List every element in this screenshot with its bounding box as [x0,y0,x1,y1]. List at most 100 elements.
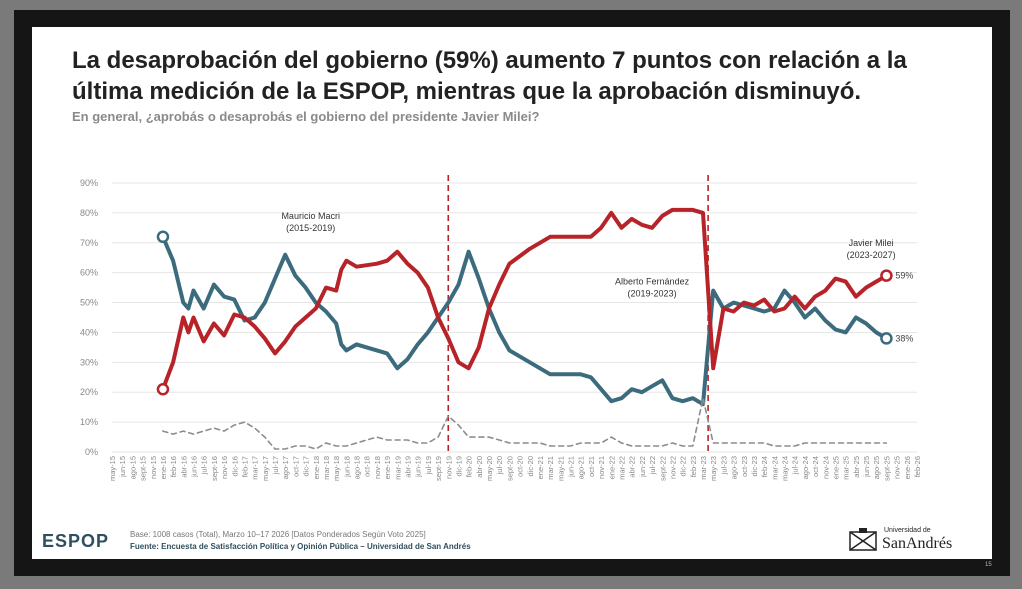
x-tick-label: jul-22 [648,456,657,475]
x-tick-label: dic-20 [526,456,535,476]
x-tick-label: ago-17 [281,456,290,479]
approval-line-chart: 0%10%20%30%40%50%60%70%80%90%may-15 jun-1… [80,175,922,481]
x-tick-label: mar-25 [842,456,851,480]
x-tick-label: mar-19 [393,456,402,480]
source-note: Fuente: Encuesta de Satisfacción Polític… [130,542,471,551]
x-tick-label: oct-17 [291,456,300,477]
x-tick-label: mar-21 [546,456,555,480]
x-tick-label: feb-17 [240,456,249,477]
x-tick-label: feb-20 [465,456,474,477]
x-tick-label: jul-19 [424,456,433,475]
x-tick-label: dic-19 [454,456,463,476]
base-note: Base: 1008 casos (Total), Marzo 10–17 20… [130,530,426,539]
x-tick-label: jun-18 [342,456,351,478]
x-tick-label: may-17 [261,456,270,481]
series-start-marker [156,382,170,396]
x-tick-label: jun-16 [190,456,199,478]
x-tick-label: ago-25 [872,456,881,479]
x-tick-label: mar-22 [617,456,626,480]
x-tick-label: dic-17 [302,456,311,476]
x-tick-label: sept-16 [210,456,219,481]
x-tick-label: jun-15 [118,456,127,478]
y-tick-label: 70% [80,238,98,248]
x-tick-label: jul-24 [791,456,800,475]
x-tick-label: oct-21 [587,456,596,477]
y-tick-label: 30% [80,357,98,367]
x-tick-label: sept-25 [882,456,891,481]
x-tick-label: may-20 [485,456,494,481]
x-tick-label: ago-21 [577,456,586,479]
period-label: Alberto Fernández [615,277,690,287]
x-tick-label: may-21 [556,456,565,481]
series-start-marker [156,230,170,244]
x-tick-label: nov-21 [597,456,606,479]
x-tick-label: sept-20 [505,456,514,481]
x-tick-label: sept-22 [658,456,667,481]
x-tick-label: nov-15 [149,456,158,479]
x-tick-label: nov-16 [220,456,229,479]
crest-icon [849,528,877,551]
x-tick-label: jun-21 [567,456,576,478]
x-tick-label: jul-20 [495,456,504,475]
x-tick-label: oct-23 [740,456,749,477]
x-tick-label: mar-23 [699,456,708,480]
x-tick-label: ene-16 [159,456,168,479]
x-tick-label: oct-18 [363,456,372,477]
x-tick-label: feb-26 [913,456,922,477]
x-tick-label: ene-21 [536,456,545,479]
series-line-desaprobación [160,207,889,392]
x-tick-label: jun-19 [414,456,423,478]
slide-title: La desaprobación del gobierno (59%) aume… [72,47,907,105]
x-tick-label: ene-18 [312,456,321,479]
series-end-label: 59% [895,271,913,281]
x-tick-label: may-24 [781,456,790,481]
x-tick-label: dic-22 [679,456,688,476]
series-line-ns/nc [162,397,888,450]
x-tick-label: ene-26 [903,456,912,479]
period-sublabel: (2019-2023) [628,289,677,299]
x-tick-label: nov-24 [821,456,830,479]
x-tick-label: sept-19 [434,456,443,481]
x-tick-label: feb-16 [169,456,178,477]
x-tick-label: abr-22 [628,456,637,478]
y-tick-label: 50% [80,298,98,308]
x-tick-label: mar-18 [322,456,331,480]
x-tick-label: oct-24 [811,456,820,477]
series-end-marker [880,332,893,345]
x-tick-label: nov-25 [893,456,902,479]
x-tick-label: ene-22 [607,456,616,479]
x-tick-label: may-15 [108,456,117,481]
period-label: Mauricio Macri [281,211,340,221]
x-tick-label: ago-23 [730,456,739,479]
x-tick-label: ago-18 [353,456,362,479]
x-tick-label: sept-15 [139,456,148,481]
y-tick-label: 90% [80,178,98,188]
x-tick-label: abr-20 [475,456,484,478]
series-end-marker [880,269,893,282]
x-tick-label: may-23 [709,456,718,481]
udesa-logo: Universidad de SanAndrés [848,526,988,556]
x-tick-label: jul-16 [200,456,209,475]
y-tick-label: 20% [80,387,98,397]
x-tick-label: jul-23 [719,456,728,475]
period-sublabel: (2015-2019) [286,223,335,233]
x-tick-label: ene-19 [383,456,392,479]
x-tick-label: feb-23 [689,456,698,477]
x-tick-label: jun-22 [638,456,647,478]
x-tick-label: dic-23 [750,456,759,476]
x-tick-label: mar-17 [251,456,260,480]
x-tick-label: nov-18 [373,456,382,479]
period-sublabel: (2023-2027) [847,250,896,260]
x-tick-label: abr-19 [404,456,413,478]
period-label: Javier Milei [849,238,894,248]
x-tick-label: ene-25 [831,456,840,479]
series-end-label: 38% [895,333,913,343]
x-tick-label: nov-22 [668,456,677,479]
y-tick-label: 10% [80,417,98,427]
x-tick-label: mar-24 [770,456,779,480]
x-tick-label: abr-16 [179,456,188,478]
y-tick-label: 80% [80,208,98,218]
series-line-aprobación [160,234,889,407]
x-tick-label: ago-15 [128,456,137,479]
espop-logo: ESPOP [42,531,110,551]
